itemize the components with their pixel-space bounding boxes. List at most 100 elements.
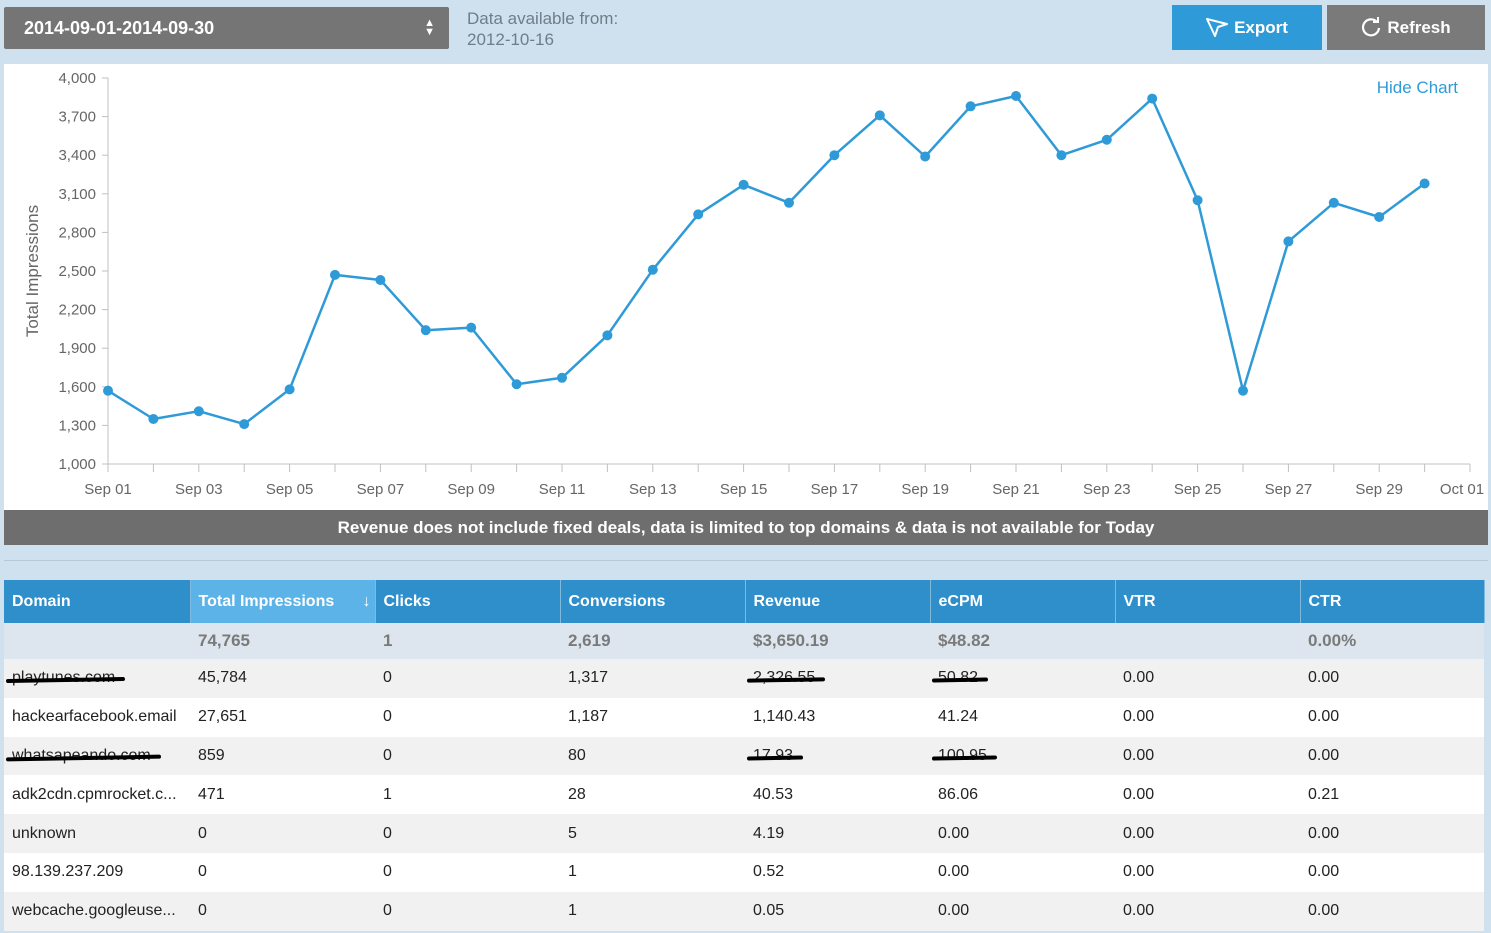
data-point: [193, 406, 204, 417]
data-point: [1328, 197, 1339, 208]
data-point: [647, 264, 658, 275]
data-point: [1419, 178, 1430, 189]
cell-ecpm: 0.00: [930, 852, 1115, 892]
table-row[interactable]: unknown 0 0 5 4.19 0.00 0.00 0.00: [4, 814, 1484, 853]
y-axis-title: Total Impressions: [23, 205, 42, 337]
cell-value: 0.00: [1308, 902, 1340, 920]
export-button[interactable]: Export: [1172, 5, 1322, 50]
column-header-vtr[interactable]: VTR: [1115, 580, 1301, 623]
data-point: [1238, 385, 1248, 396]
table-row[interactable]: 98.139.237.209 0 0 1 0.52 0.00 0.00 0.00: [4, 852, 1484, 892]
cell-value: 1: [383, 785, 392, 803]
cell-value: 27,651: [198, 708, 247, 726]
cell-clicks: 1: [375, 775, 560, 815]
column-header-ctr[interactable]: CTR: [1300, 580, 1485, 623]
cell-value: 40.53: [753, 785, 794, 803]
x-tick-label: Sep 03: [175, 481, 223, 498]
cell-vtr: 0.00: [1115, 736, 1300, 776]
cell-conversions: 1: [560, 852, 745, 892]
cell-domain: unknown: [4, 814, 190, 853]
column-header-label: Revenue: [753, 592, 821, 610]
total-vtr: [1115, 623, 1300, 659]
total-ecpm: $48.82: [930, 623, 1115, 659]
column-header-label: Clicks: [383, 592, 431, 610]
y-tick-label: 2,500: [58, 263, 96, 280]
cell-ecpm: 41.24: [930, 697, 1115, 737]
x-tick-label: Sep 09: [447, 481, 495, 498]
cell-domain: playtunes.com: [4, 659, 190, 698]
cell-conversions: 80: [560, 736, 745, 776]
data-point: [420, 325, 431, 336]
x-tick-label: Sep 21: [992, 481, 1040, 498]
table-header: Domain Total Impressions ↓ Clicks Conversion…: [4, 580, 1485, 623]
cell-value: 0.00: [1123, 746, 1155, 764]
column-header-conversions[interactable]: Conversions: [560, 580, 746, 623]
x-tick-label: Sep 29: [1355, 481, 1403, 498]
table-row[interactable]: playtunes.com 45,784 0 1,317 2,326.55 50.82 0.…: [4, 659, 1484, 698]
cell-value: 0.00: [1123, 785, 1155, 803]
redacted-value: 17.93: [753, 746, 794, 764]
cell-clicks: 0: [375, 891, 560, 931]
table-row[interactable]: hackearfacebook.email 27,651 0 1,187 1,140.4…: [4, 697, 1484, 737]
data-point: [103, 385, 113, 396]
availability-label: Data available from:: [467, 9, 619, 28]
domain-table: Domain Total Impressions ↓ Clicks Conversion…: [4, 580, 1485, 931]
y-tick-label: 1,000: [58, 456, 96, 473]
availability-date: 2012-10-16: [467, 30, 554, 49]
cell-total-impressions: 27,651: [190, 697, 375, 737]
column-header-domain[interactable]: Domain: [4, 580, 191, 623]
cell-domain: webcache.googleuse...: [4, 891, 190, 931]
cell-value: hackearfacebook.email: [12, 708, 177, 726]
data-point: [965, 101, 976, 112]
sort-desc-icon: ↓: [362, 592, 371, 610]
cell-value: 0: [383, 746, 392, 764]
cell-revenue: 4.19: [745, 814, 930, 853]
column-header-ecpm[interactable]: eCPM: [930, 580, 1116, 623]
data-point: [1283, 236, 1294, 247]
cell-revenue: 0.05: [745, 891, 930, 931]
column-header-clicks[interactable]: Clicks: [375, 580, 561, 623]
cell-value: 0: [383, 863, 392, 881]
column-header-revenue[interactable]: Revenue: [745, 580, 931, 623]
data-point: [1101, 134, 1112, 145]
cell-revenue: 0.52: [745, 852, 930, 892]
cell-revenue: 17.93: [745, 736, 930, 776]
date-range-select[interactable]: 2014-09-01-2014-09-30 ▲ ▼: [4, 7, 449, 49]
cell-ctr: 0.00: [1300, 697, 1484, 737]
x-tick-label: Sep 15: [720, 481, 768, 498]
date-range-value: 2014-09-01-2014-09-30: [24, 18, 215, 38]
impressions-line-chart: 1,000 1,300 1,600 1,900 2,200 2,500 2,800 3,100…: [23, 70, 1484, 498]
cell-vtr: 0.00: [1115, 814, 1300, 853]
cell-value: webcache.googleuse...: [12, 902, 176, 920]
cell-value: 0: [198, 902, 207, 920]
x-tick-label: Sep 19: [901, 481, 949, 498]
refresh-button[interactable]: Refresh: [1327, 5, 1485, 50]
cell-conversions: 1: [560, 891, 745, 931]
y-tick-label: 1,900: [58, 340, 96, 357]
y-tick-label: 3,400: [58, 147, 96, 164]
y-tick-label: 2,800: [58, 224, 96, 241]
data-point: [148, 413, 159, 424]
cell-clicks: 0: [375, 814, 560, 853]
cell-ctr: 0.00: [1300, 891, 1484, 931]
x-tick-label: Sep 05: [266, 481, 314, 498]
cell-value: 859: [198, 746, 225, 764]
table-row[interactable]: whatsapeando.com 859 0 80 17.93 100.95 0.00 0.0…: [4, 736, 1484, 776]
cell-revenue: 40.53: [745, 775, 930, 815]
cell-value: unknown: [12, 824, 77, 842]
redacted-value: whatsapeando.com: [12, 746, 151, 764]
y-tick-label: 3,700: [58, 109, 96, 126]
hide-chart-link[interactable]: Hide Chart: [1376, 78, 1458, 97]
x-tick-label: Sep 11: [539, 481, 585, 498]
data-point: [920, 151, 931, 162]
y-tick-label: 4,000: [58, 70, 96, 87]
column-header-total-impressions[interactable]: Total Impressions ↓: [190, 580, 376, 623]
column-header-label: VTR: [1123, 592, 1156, 610]
data-point: [602, 330, 613, 341]
cell-value: adk2cdn.cpmrocket.c...: [12, 785, 177, 803]
cell-value: 0: [383, 669, 392, 687]
cell-value: 98.139.237.209: [12, 863, 124, 881]
cell-value: 0: [198, 824, 207, 842]
table-row[interactable]: webcache.googleuse... 0 0 1 0.05 0.00 0.00 0.00: [4, 891, 1484, 931]
table-row[interactable]: adk2cdn.cpmrocket.c... 471 1 28 40.53 86.06 0.…: [4, 775, 1484, 815]
